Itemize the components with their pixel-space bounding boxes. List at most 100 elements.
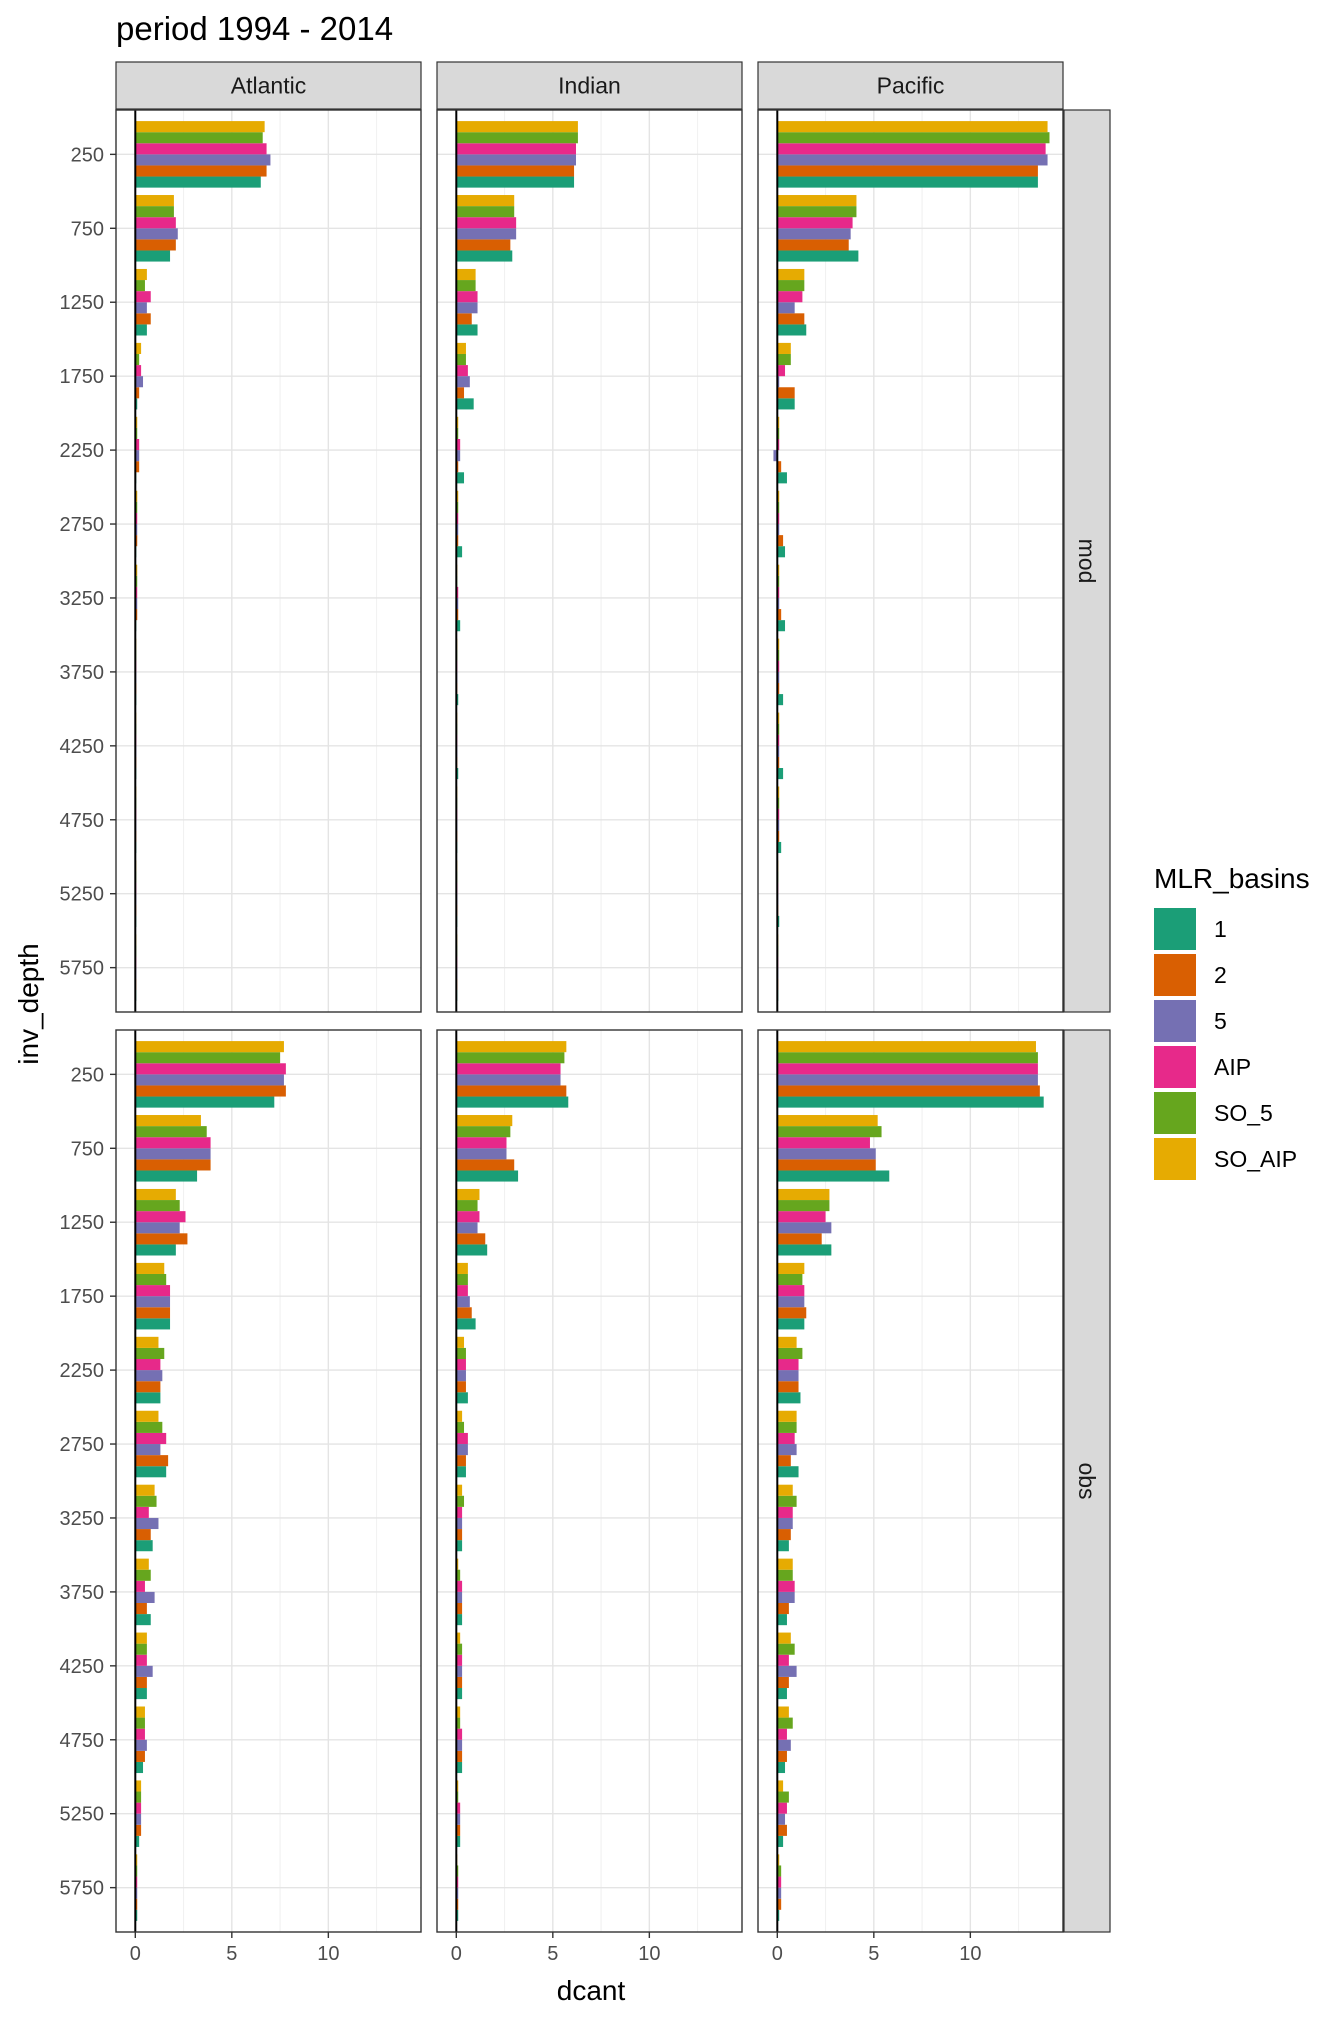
- bar-2-1250: [456, 1233, 486, 1245]
- bar-1-2250: [777, 472, 787, 484]
- bar-5-5250: [456, 1813, 461, 1825]
- bar-so_aip-1250: [135, 1188, 176, 1201]
- bar-so_aip-250: [135, 1041, 284, 1053]
- bar-5-750: [456, 1148, 507, 1160]
- bar-aip-4250: [135, 1654, 147, 1666]
- bar-so_aip-2250: [135, 1336, 159, 1348]
- bar-aip-2250: [135, 1359, 161, 1371]
- bar-1-2750: [777, 1466, 799, 1478]
- bar-so_aip-5250: [135, 1780, 142, 1792]
- bar-so_5-2250: [135, 1347, 165, 1360]
- y-tick-label: 3250: [60, 588, 105, 610]
- bar-2-1250: [135, 313, 151, 325]
- bar-1-1250: [456, 324, 478, 336]
- bar-1-1250: [456, 1244, 488, 1256]
- bar-1-4250: [777, 768, 784, 780]
- bar-so_5-3250: [777, 1495, 797, 1507]
- bar-aip-4750: [456, 1728, 463, 1740]
- bar-aip-1750: [777, 1285, 805, 1297]
- bar-5-4750: [135, 1739, 147, 1751]
- y-tick-label: 1750: [60, 366, 105, 388]
- bar-2-1250: [456, 313, 472, 325]
- y-tick-label: 4750: [60, 1730, 105, 1752]
- bar-1-5250: [456, 1835, 461, 1847]
- bar-so_5-1750: [135, 353, 140, 366]
- bar-1-750: [135, 1170, 198, 1182]
- panel-border: [436, 109, 743, 1013]
- bar-aip-2250: [135, 439, 140, 451]
- bar-aip-1250: [456, 291, 478, 303]
- bar-5-750: [777, 228, 851, 240]
- bar-so_aip-2250: [777, 1336, 797, 1348]
- bar-so_aip-1750: [777, 342, 791, 354]
- x-tick-label: 10: [959, 1943, 981, 1965]
- bar-1-2750: [777, 546, 786, 558]
- bar-so_aip-2250: [456, 1336, 465, 1348]
- bar-2-750: [135, 239, 176, 251]
- bar-aip-250: [135, 143, 267, 155]
- bar-5-2250: [773, 450, 778, 462]
- y-axis-title: inv_depth: [13, 943, 44, 1064]
- bar-so_aip-1250: [777, 1188, 830, 1201]
- bar-1-1250: [135, 1244, 176, 1256]
- x-tick-label: 10: [317, 1943, 339, 1965]
- bar-2-1750: [777, 1307, 807, 1319]
- bar-aip-250: [135, 1063, 286, 1075]
- bar-so_5-5250: [777, 1791, 789, 1803]
- bar-2-750: [777, 239, 849, 251]
- bar-5-1250: [456, 302, 478, 314]
- y-tick-label: 4750: [60, 810, 105, 832]
- panel-border: [757, 109, 1064, 1013]
- bar-1-2250: [456, 1392, 468, 1404]
- bar-5-4250: [135, 1665, 153, 1677]
- bar-so_5-1250: [777, 280, 805, 292]
- bar-so_aip-3250: [456, 1484, 463, 1496]
- bar-1-3750: [777, 1614, 787, 1626]
- bar-5-4750: [456, 1739, 463, 1751]
- bar-aip-1250: [777, 291, 803, 303]
- bar-so_5-750: [135, 206, 174, 218]
- bar-5-4750: [777, 1739, 791, 1751]
- bar-5-3750: [777, 1591, 795, 1603]
- bar-so_aip-2750: [777, 1410, 797, 1422]
- bar-2-250: [135, 165, 267, 177]
- bar-5-750: [777, 1148, 876, 1160]
- bar-5-750: [135, 228, 178, 240]
- bar-5-2750: [135, 1444, 161, 1456]
- y-tick-label: 750: [71, 1138, 104, 1160]
- bar-so_5-2750: [456, 1421, 465, 1433]
- bar-aip-1250: [135, 1211, 186, 1223]
- bar-so_aip-3250: [777, 1484, 793, 1496]
- bar-so_aip-1750: [777, 1262, 805, 1274]
- bar-2-3750: [777, 1602, 789, 1615]
- bar-1-5250: [777, 1835, 784, 1847]
- bar-so_5-250: [135, 1052, 281, 1064]
- legend-title: MLR_basins: [1154, 863, 1310, 894]
- bar-2-1750: [456, 387, 465, 399]
- y-tick-label: 3250: [60, 1508, 105, 1530]
- legend-key-2: [1154, 954, 1196, 996]
- bar-aip-4250: [777, 1654, 789, 1666]
- bar-2-3250: [456, 1529, 463, 1541]
- bar-so_5-1750: [777, 353, 791, 366]
- bar-so_5-4750: [135, 1717, 145, 1729]
- bar-5-250: [456, 1074, 561, 1086]
- bar-so_5-4250: [777, 1643, 795, 1655]
- bar-1-750: [456, 250, 513, 262]
- legend-label: SO_AIP: [1214, 1146, 1297, 1172]
- bar-2-2250: [456, 1381, 466, 1393]
- bar-so_5-750: [456, 1126, 511, 1138]
- bar-so_aip-1750: [456, 1262, 468, 1274]
- bar-so_5-1250: [777, 1200, 830, 1212]
- y-tick-label: 2750: [60, 1434, 105, 1456]
- facet-strip-indian: [436, 61, 743, 110]
- bar-5-3250: [777, 1517, 793, 1530]
- bar-so_aip-750: [777, 195, 857, 207]
- bar-so_5-2250: [777, 1347, 803, 1360]
- bar-5-250: [777, 1074, 1038, 1086]
- bar-5-750: [456, 228, 517, 240]
- bar-aip-1750: [456, 1285, 468, 1297]
- bar-1-4250: [135, 1688, 147, 1700]
- bar-so_aip-2750: [456, 1410, 463, 1422]
